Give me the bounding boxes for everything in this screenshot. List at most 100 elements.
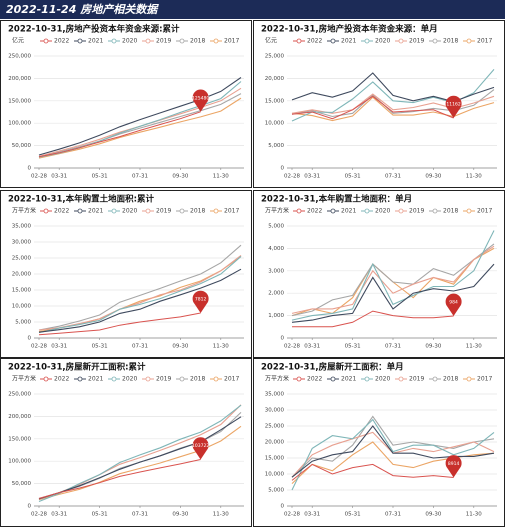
panel-border	[0, 358, 252, 527]
y-tick-label: 10,000	[12, 304, 32, 310]
legend-label: 2019	[409, 38, 424, 45]
legend-label: 2021	[88, 376, 103, 383]
series-line	[38, 459, 201, 499]
legend-swatch-dot	[179, 208, 185, 214]
series-line	[291, 418, 495, 491]
legend-label: 2020	[122, 376, 137, 383]
y-tick-label: 3,000	[268, 268, 284, 274]
pin-label: 7812	[195, 297, 207, 303]
y-tick-label: 150,000	[8, 98, 31, 104]
legend-swatch-dot	[364, 208, 370, 214]
unit-label: 亿元	[12, 37, 24, 45]
legend-swatch-dot	[213, 376, 219, 382]
x-tick-label: 07-31	[385, 344, 401, 350]
x-tick-label: 02-28	[284, 512, 300, 518]
y-tick-label: 0	[281, 504, 285, 510]
legend-label: 2018	[443, 376, 458, 383]
legend-label: 2022	[54, 376, 69, 383]
chart-title: 2022-10-31,房屋新开工面积:累计	[8, 362, 146, 373]
legend-swatch-dot	[43, 38, 49, 44]
unit-label: 万平方米	[12, 207, 36, 215]
legend-swatch-dot	[330, 376, 336, 382]
y-tick-label: 200,000	[8, 414, 31, 420]
legend-swatch-dot	[466, 38, 472, 44]
legend-swatch-dot	[432, 376, 438, 382]
pin-marker	[445, 95, 462, 118]
legend-swatch-dot	[145, 376, 151, 382]
x-tick-label: 03-31	[304, 344, 320, 350]
legend-swatch-dot	[466, 208, 472, 214]
legend-swatch-dot	[213, 38, 219, 44]
x-tick-label: 05-31	[345, 344, 361, 350]
legend-swatch-dot	[43, 208, 49, 214]
x-tick-label: 02-28	[31, 174, 47, 180]
series-line	[38, 111, 201, 158]
series-line	[38, 312, 201, 336]
x-tick-label: 05-31	[92, 344, 108, 350]
y-tick-label: 0	[28, 504, 32, 510]
x-tick-label: 07-31	[385, 174, 401, 180]
pin-marker	[445, 293, 462, 316]
series-line	[291, 463, 454, 481]
legend-swatch-dot	[179, 38, 185, 44]
legend-label: 2021	[341, 208, 356, 215]
y-tick-label: 50,000	[12, 481, 32, 487]
y-tick-label: 50,000	[12, 143, 32, 149]
y-tick-label: 25,000	[265, 54, 285, 60]
pin-label: 11162	[446, 101, 460, 107]
x-tick-label: 02-28	[31, 344, 47, 350]
x-tick-label: 02-28	[284, 344, 300, 350]
legend-swatch-dot	[77, 208, 83, 214]
x-tick-label: 07-31	[132, 344, 148, 350]
pin-label: 125480	[192, 95, 209, 101]
y-tick-label: 30,000	[12, 240, 32, 246]
x-tick-label: 07-31	[132, 512, 148, 518]
legend-label: 2022	[307, 208, 322, 215]
series-line	[38, 268, 242, 333]
x-tick-label: 03-31	[304, 512, 320, 518]
y-tick-label: 0	[28, 166, 32, 172]
x-tick-label: 09-30	[425, 174, 441, 180]
y-tick-label: 10,000	[265, 472, 285, 478]
series-line	[291, 441, 495, 484]
legend-label: 2017	[224, 38, 239, 45]
series-line	[291, 431, 495, 478]
legend-swatch-dot	[432, 38, 438, 44]
panel-border	[253, 190, 505, 358]
legend-label: 2018	[190, 208, 205, 215]
y-tick-label: 35,000	[265, 392, 285, 398]
legend-swatch-dot	[111, 208, 117, 214]
legend-swatch-dot	[432, 208, 438, 214]
pin-marker	[445, 455, 462, 478]
series-line	[291, 89, 495, 118]
y-tick-label: 20,000	[12, 272, 32, 278]
y-tick-label: 2,000	[268, 291, 284, 297]
legend-label: 2022	[54, 208, 69, 215]
legend-label: 2020	[375, 38, 390, 45]
legend-label: 2019	[156, 38, 171, 45]
y-tick-label: 0	[281, 166, 285, 172]
y-tick-label: 150,000	[8, 436, 31, 442]
header-bar	[0, 0, 505, 19]
legend-swatch-dot	[179, 376, 185, 382]
x-tick-label: 07-31	[385, 512, 401, 518]
x-tick-label: 09-30	[172, 344, 188, 350]
x-tick-label: 11-30	[213, 512, 229, 518]
series-line	[291, 95, 454, 120]
pin-label: 8914	[448, 461, 460, 467]
y-tick-label: 30,000	[265, 408, 285, 414]
legend-label: 2019	[156, 376, 171, 383]
legend-label: 2022	[307, 376, 322, 383]
unit-label: 万平方米	[265, 207, 289, 215]
x-tick-label: 02-28	[31, 512, 47, 518]
y-tick-label: 20,000	[265, 76, 285, 82]
x-tick-label: 11-30	[466, 174, 482, 180]
pin-label: 984	[449, 299, 458, 305]
legend-swatch-dot	[364, 376, 370, 382]
series-line	[38, 255, 242, 334]
x-tick-label: 07-31	[132, 174, 148, 180]
y-tick-label: 10,000	[265, 121, 285, 127]
legend-swatch-dot	[330, 208, 336, 214]
